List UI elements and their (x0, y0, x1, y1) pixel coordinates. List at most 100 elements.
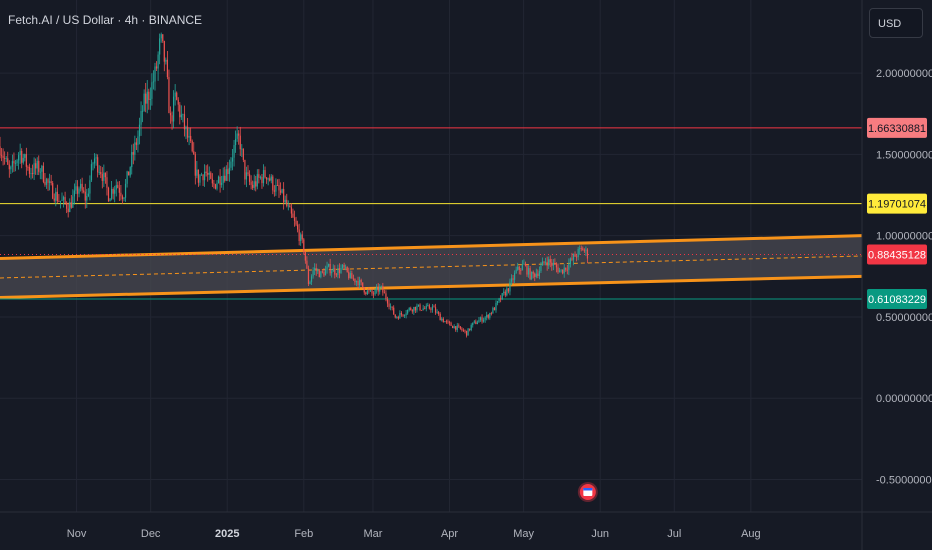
candle-body (331, 271, 333, 274)
candle-body (253, 181, 255, 188)
channel-upper-line[interactable] (0, 234, 863, 260)
candle-body (355, 281, 358, 283)
price-tick-label: 0.00000000 (876, 393, 932, 405)
candle-body (523, 263, 525, 265)
candle-body (297, 224, 299, 230)
candle-body (424, 308, 426, 310)
candle-body (154, 66, 156, 82)
candle-body (552, 263, 554, 266)
candle-body (84, 191, 86, 201)
candle-body (518, 266, 520, 270)
regression-channel[interactable] (0, 234, 863, 299)
candle-body (266, 177, 268, 180)
candle-body (486, 314, 488, 318)
candle-body (0, 146, 1, 156)
candle-body (47, 179, 49, 183)
candle-body (469, 328, 471, 331)
candle-body (64, 197, 66, 203)
candle-body (583, 250, 585, 252)
candle-body (190, 135, 192, 141)
candle-body (582, 248, 584, 251)
candle-body (388, 303, 390, 307)
currency-button[interactable]: USD (869, 8, 923, 38)
candle-body (407, 310, 409, 314)
candle-body (165, 59, 167, 62)
candle-body (524, 263, 527, 266)
candle-body (490, 313, 492, 314)
candle-body (337, 268, 339, 276)
candle-body (151, 82, 153, 99)
candle-body (402, 314, 404, 316)
candle-body (459, 326, 461, 329)
candle-body (341, 264, 344, 269)
candle-body (44, 181, 46, 185)
candle-body (306, 260, 308, 269)
candle-body (510, 278, 513, 282)
price-label-text: 0.61083229 (868, 294, 926, 306)
candle-body (98, 171, 100, 173)
candle-body (503, 291, 505, 294)
candle-body (462, 330, 465, 331)
candle-body (448, 321, 451, 323)
candle-body (255, 181, 257, 187)
time-axis[interactable]: Nov Dec 2025 Feb Mar Apr May Jun Jul Aug (0, 511, 932, 540)
candle-body (467, 328, 469, 336)
horizontal-levels[interactable] (0, 127, 862, 300)
candle-body (72, 196, 74, 208)
channel-median-line[interactable] (0, 255, 863, 279)
candle-body (45, 179, 48, 185)
candle-body (194, 154, 196, 176)
candle-body (289, 205, 291, 208)
candle-body (214, 184, 217, 189)
candle-body (73, 190, 75, 197)
candle-body (149, 98, 151, 100)
candle-body (78, 188, 80, 194)
candle-body (281, 189, 283, 193)
candle-body (464, 330, 466, 332)
candle-body (28, 166, 31, 174)
candle-body (512, 278, 514, 280)
price-tick-label: 2.00000000 (876, 68, 932, 80)
candle-body (403, 315, 406, 317)
candle-body (87, 193, 89, 197)
candle-body (103, 172, 105, 181)
price-label-box (867, 193, 927, 214)
candle-body (24, 154, 26, 158)
candle-body (52, 183, 54, 199)
candle-body (106, 177, 108, 188)
price-tick-label: -0.50000000 (876, 474, 932, 486)
candle-body (112, 188, 114, 194)
candle-body (275, 184, 277, 192)
calendar-glyph-header (583, 488, 593, 491)
candle-body (315, 267, 317, 271)
candle-body (340, 268, 342, 274)
candle-body (312, 270, 314, 277)
channel-lower-line[interactable] (0, 274, 863, 299)
candle-body (210, 172, 212, 179)
candle-body (303, 239, 305, 252)
price-axis[interactable]: 2.00000000 1.50000000 1.00000000 0.50000000… (861, 0, 932, 550)
candle-body (504, 291, 506, 296)
candle-body (555, 264, 558, 268)
candle-body (576, 256, 578, 258)
candle-body (320, 271, 322, 278)
calendar-event-icon[interactable] (577, 482, 598, 502)
candle-body (230, 161, 232, 168)
candle-body (571, 258, 573, 260)
candle-body (310, 276, 313, 282)
candle-body (495, 302, 497, 311)
candle-body (568, 263, 570, 270)
time-tick-label: 2025 (215, 528, 239, 540)
candle-body (59, 200, 62, 202)
candle-body (283, 189, 285, 203)
candle-body (572, 254, 575, 260)
candle-body (262, 170, 265, 184)
candle-body (500, 298, 502, 300)
candle-body (166, 59, 168, 78)
candle-body (259, 176, 261, 178)
candle-body (117, 185, 119, 188)
candle-body (120, 192, 122, 197)
candle-body (314, 267, 316, 271)
candle-body (541, 261, 544, 266)
